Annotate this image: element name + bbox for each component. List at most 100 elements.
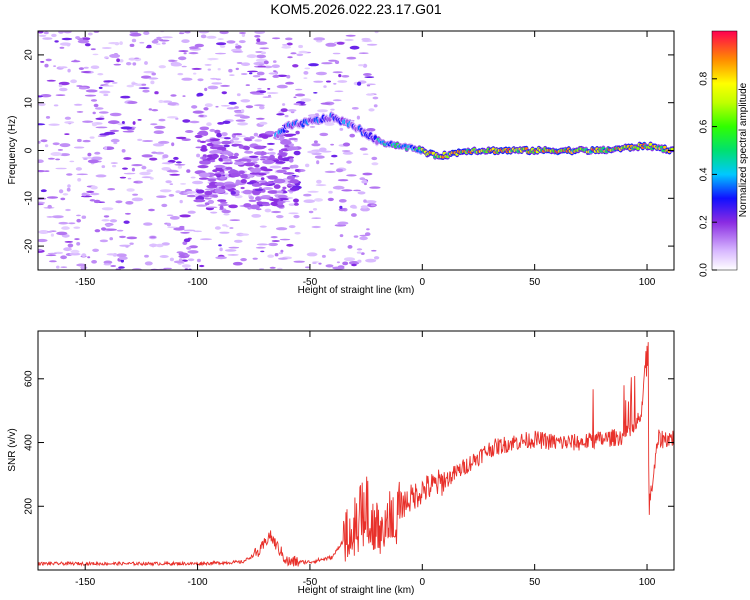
spectrogram-noise-cell bbox=[81, 37, 91, 41]
spectrogram-noise-cell bbox=[80, 266, 88, 270]
spectrogram-noise-cell bbox=[264, 208, 272, 213]
spectrogram-noise-cell bbox=[289, 187, 300, 191]
spectrogram-noise-cell bbox=[311, 217, 322, 219]
spectrogram-noise-cell bbox=[324, 122, 335, 126]
spectrogram-noise-cell bbox=[161, 242, 170, 246]
spectrogram-noise-cell bbox=[240, 174, 248, 179]
spectrogram-noise-cell bbox=[212, 149, 223, 154]
spectrogram-noise-cell bbox=[45, 58, 52, 62]
spectrogram-noise-cell bbox=[259, 47, 270, 50]
spectrogram-noise-cell bbox=[85, 89, 98, 93]
spectrogram-noise-cell bbox=[199, 126, 210, 131]
spectrogram-noise-cell bbox=[252, 257, 258, 260]
spectrogram-noise-cell bbox=[82, 120, 94, 123]
spectrogram-noise-cell bbox=[207, 199, 215, 204]
spectrogram-noise-cell bbox=[94, 229, 101, 233]
spectrogram-noise-cell bbox=[267, 190, 279, 194]
spectrogram-noise-cell bbox=[255, 41, 268, 45]
spectrogram-noise-cell bbox=[276, 215, 284, 219]
spectrogram-noise-cell bbox=[118, 266, 125, 269]
spectrogram-noise-cell bbox=[288, 146, 299, 151]
spectrogram-noise-cell bbox=[372, 96, 379, 100]
spectrogram-noise-cell bbox=[209, 138, 221, 142]
spectrogram-noise-cell bbox=[271, 240, 280, 242]
spectrogram-noise-cell bbox=[276, 204, 285, 208]
spectrogram-noise-cell bbox=[225, 166, 233, 170]
spectrogram-noise-cell bbox=[181, 264, 191, 268]
spectrogram-noise-cell bbox=[103, 93, 109, 97]
spectrogram-noise-cell bbox=[311, 225, 321, 229]
spectrogram-noise-cell bbox=[347, 245, 353, 249]
spectrogram-noise-cell bbox=[236, 62, 243, 64]
spectrogram-noise-cell bbox=[278, 257, 288, 260]
spectrogram-noise-cell bbox=[287, 109, 297, 112]
spectrogram-noise-cell bbox=[178, 50, 189, 52]
spectrogram-noise-cell bbox=[97, 73, 104, 76]
spectrogram-noise-cell bbox=[151, 72, 156, 76]
spectrogram-noise-cell bbox=[87, 256, 91, 259]
spectrogram-noise-cell bbox=[360, 207, 371, 212]
spectrogram-noise-cell bbox=[38, 34, 47, 37]
spectrogram-noise-cell bbox=[339, 127, 344, 131]
spectrogram-noise-cell bbox=[58, 221, 69, 225]
spectrogram-noise-cell bbox=[353, 235, 359, 238]
x-tick-label: 50 bbox=[529, 277, 541, 288]
spectrogram-noise-cell bbox=[101, 227, 107, 231]
spectrogram-noise-cell bbox=[243, 203, 252, 208]
spectrogram-noise-cell bbox=[223, 144, 230, 148]
spectrogram-noise-cell bbox=[92, 53, 99, 56]
spectrogram-noise-cell bbox=[200, 238, 212, 241]
spectrogram-noise-cell bbox=[308, 63, 319, 67]
spectrogram-noise-cell bbox=[238, 40, 246, 44]
spectrogram-noise-cell bbox=[303, 71, 309, 75]
spectrogram-noise-cell bbox=[158, 140, 170, 144]
spectrogram-noise-cell bbox=[183, 52, 187, 55]
spectrogram-noise-cell bbox=[228, 204, 238, 209]
spectrogram-noise-cell bbox=[341, 189, 353, 192]
spectrogram-noise-cell bbox=[303, 77, 308, 79]
spectrogram-noise-cell bbox=[288, 225, 296, 229]
spectrogram-noise-cell bbox=[281, 45, 292, 49]
spectrogram-noise-cell bbox=[316, 179, 322, 184]
spectrogram-noise-cell bbox=[197, 78, 204, 82]
spectrogram-noise-cell bbox=[195, 146, 202, 149]
spectrogram-noise-cell bbox=[58, 31, 64, 34]
spectrogram-noise-cell bbox=[46, 216, 54, 218]
spectrogram-noise-cell bbox=[91, 122, 98, 127]
spectrogram-noise-cell bbox=[192, 110, 204, 114]
spectrogram-ridge-cell bbox=[648, 142, 653, 147]
spectrogram-noise-cell bbox=[273, 178, 286, 184]
spectrogram-noise-cell bbox=[121, 149, 126, 153]
spectrogram-noise-cell bbox=[116, 229, 124, 232]
spectrogram-noise-cell bbox=[55, 167, 67, 170]
chart-title: KOM5.2026.022.23.17.G01 bbox=[270, 1, 441, 17]
spectrogram-noise-cell bbox=[273, 70, 277, 72]
spectrogram-noise-cell bbox=[244, 150, 254, 154]
spectrogram-noise-cell bbox=[190, 176, 196, 179]
spectrogram-noise-cell bbox=[217, 146, 227, 151]
spectrogram-noise-cell bbox=[243, 162, 255, 167]
spectrogram-noise-cell bbox=[127, 177, 132, 180]
x-tick-label: 0 bbox=[420, 577, 426, 588]
spectrogram-noise-cell bbox=[194, 134, 203, 139]
spectrogram-noise-cell bbox=[332, 52, 341, 55]
spectrogram-noise-cell bbox=[329, 163, 334, 165]
spectrogram-noise-cell bbox=[181, 138, 191, 141]
spectrogram-noise-cell bbox=[92, 111, 96, 115]
spectrogram-noise-cell bbox=[281, 167, 291, 170]
spectrogram-noise-cell bbox=[179, 225, 185, 229]
spectrogram-noise-cell bbox=[336, 41, 345, 45]
spectrogram-noise-cell bbox=[189, 245, 198, 249]
spectrogram-noise-cell bbox=[41, 190, 46, 193]
spectrogram-noise-cell bbox=[221, 155, 229, 160]
y-tick-label: 400 bbox=[24, 434, 35, 451]
spectrogram-noise-cell bbox=[240, 99, 251, 103]
spectrogram-noise-cell bbox=[346, 56, 357, 60]
spectrogram-noise-cell bbox=[260, 177, 265, 181]
spectrogram-noise-cell bbox=[198, 130, 209, 136]
spectrogram-noise-cell bbox=[181, 65, 187, 68]
spectrogram-noise-cell bbox=[339, 234, 344, 238]
spectrogram-noise-cell bbox=[76, 218, 81, 223]
colorbar-gradient bbox=[712, 31, 737, 270]
spectrogram-noise-cell bbox=[99, 239, 109, 243]
